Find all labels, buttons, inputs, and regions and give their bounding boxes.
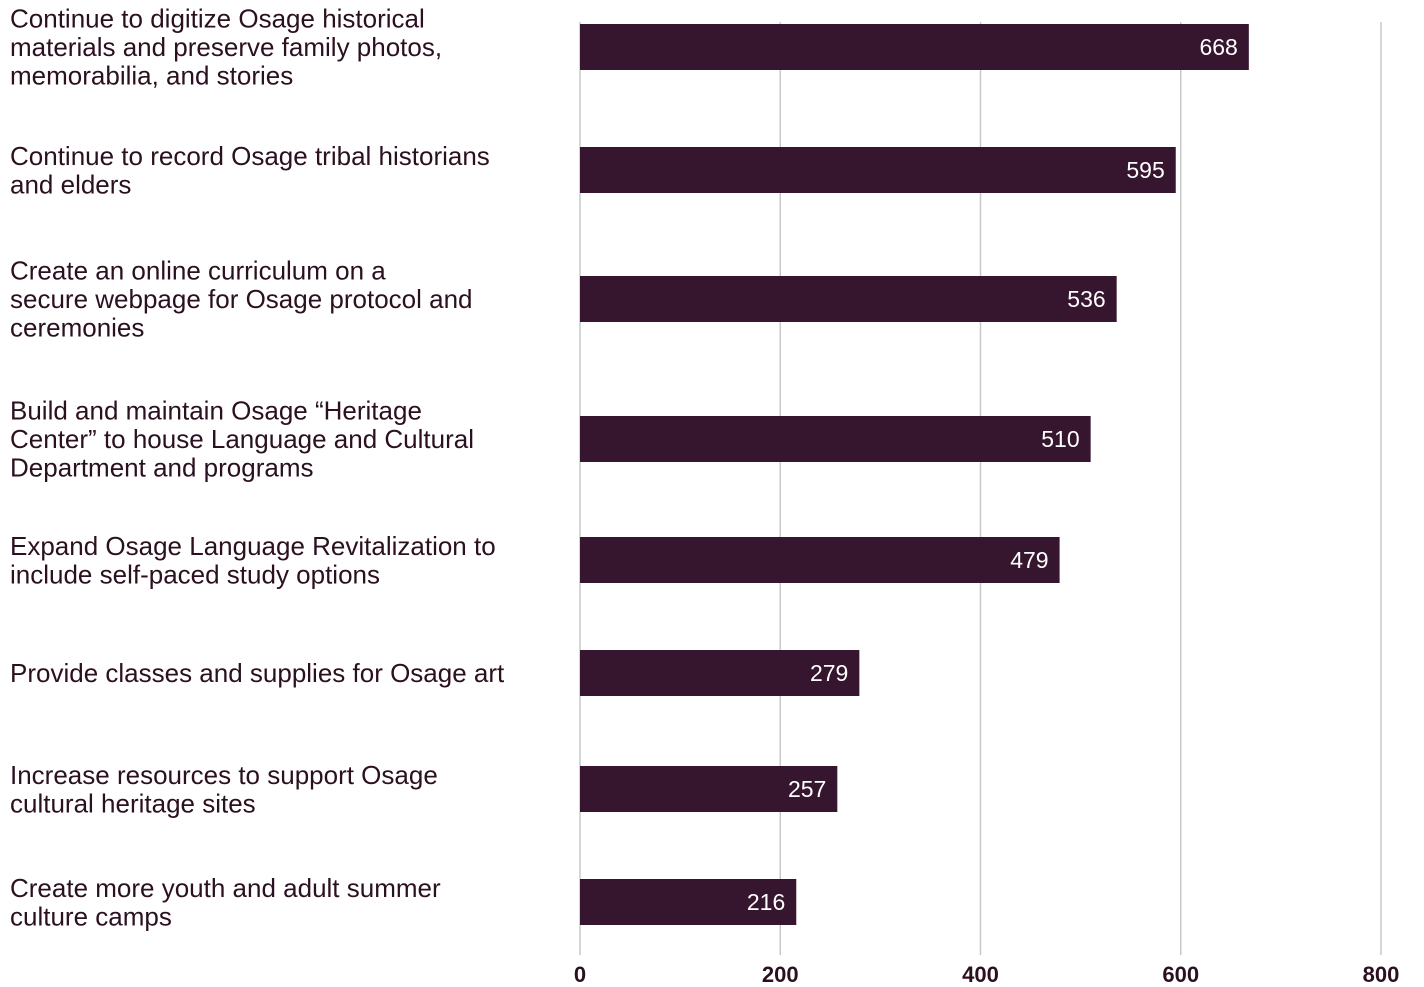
bar <box>580 879 797 925</box>
x-tick-label: 0 <box>574 962 586 987</box>
category-label: Create more youth and adult summer cultur… <box>10 873 441 932</box>
bar <box>580 276 1117 322</box>
bar-value-label: 257 <box>788 776 826 802</box>
bar-value-label: 479 <box>1010 547 1048 573</box>
bar-value-label: 216 <box>747 889 785 915</box>
category-label: Expand Osage Language Revitalization to i… <box>10 531 496 590</box>
bars: 668 595 536 510 479 279 257 216 <box>580 24 1249 925</box>
category-label: Continue to digitize Osage historical mat… <box>10 4 442 91</box>
bar <box>580 24 1249 70</box>
category-label: Continue to record Osage tribal historia… <box>10 141 490 200</box>
bar-value-label: 536 <box>1067 286 1105 312</box>
bar <box>580 147 1176 193</box>
category-label: Create an online curriculum on a secure w… <box>10 256 473 343</box>
bar-value-label: 510 <box>1041 426 1079 452</box>
category-label: Increase resources to support Osage cultu… <box>10 760 438 819</box>
x-tick-label: 200 <box>762 962 799 987</box>
category-label: Provide classes and supplies for Osage a… <box>10 658 505 688</box>
x-tick-label: 400 <box>962 962 999 987</box>
x-axis-ticks: 0 200 400 600 800 <box>574 962 1399 987</box>
x-tick-label: 800 <box>1363 962 1400 987</box>
bar <box>580 537 1060 583</box>
bar-value-label: 668 <box>1199 34 1237 60</box>
x-tick-label: 600 <box>1162 962 1199 987</box>
category-labels: Continue to digitize Osage historical mat… <box>10 4 505 932</box>
category-label: Build and maintain Osage “Heritage Center… <box>10 396 474 483</box>
bar-value-label: 595 <box>1126 157 1164 183</box>
bar-value-label: 279 <box>810 660 848 686</box>
bar <box>580 416 1091 462</box>
bar <box>580 766 838 812</box>
bar <box>580 650 860 696</box>
